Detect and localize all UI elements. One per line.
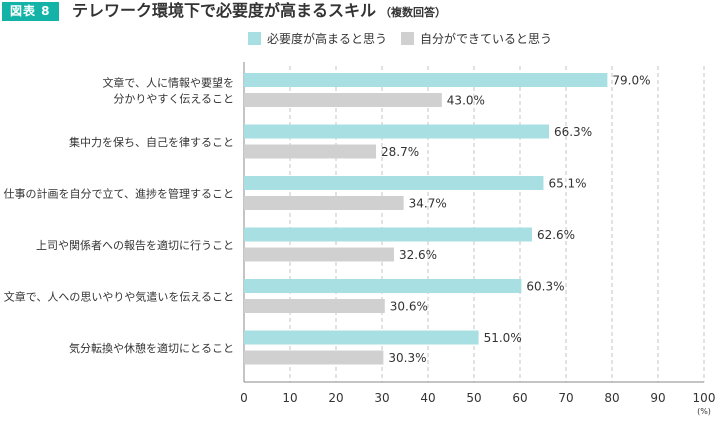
chart-subtitle: （複数回答） [380, 6, 447, 19]
data-label-capable-1: 28.7% [381, 145, 419, 159]
data-label-capable-5: 30.3% [388, 351, 426, 365]
category-label-4: 文章で、人への思いやりや気遣いを伝えること [4, 290, 234, 304]
x-tick-label-30: 30 [374, 391, 389, 405]
legend-swatch-needed [248, 32, 261, 45]
data-label-needed-5: 51.0% [484, 331, 522, 345]
legend-label-capable: 自分ができていると思う [420, 32, 553, 46]
category-label-1: 集中力を保ち、自己を律すること [69, 135, 234, 149]
category-label-0-line-0: 文章で、人に情報や要望を [102, 76, 234, 90]
bar-needed-3 [244, 227, 532, 242]
x-tick-label-80: 80 [604, 391, 619, 405]
bar-capable-4 [244, 299, 385, 313]
bar-needed-2 [244, 176, 544, 190]
data-label-needed-2: 65.1% [548, 177, 586, 191]
chart-legend: 必要度が高まると思う 自分ができていると思う [248, 30, 552, 47]
legend-item-needed: 必要度が高まると思う [248, 30, 387, 47]
legend-swatch-capable [401, 32, 415, 45]
bar-capable-2 [244, 196, 404, 210]
chart-title: テレワーク環境下で必要度が高まるスキル （複数回答） [72, 0, 446, 24]
data-label-capable-2: 34.7% [409, 197, 447, 211]
bar-capable-3 [244, 247, 394, 262]
data-label-capable-0: 43.0% [447, 94, 485, 108]
x-tick-label-0: 0 [240, 391, 248, 405]
x-tick-label-40: 40 [420, 391, 435, 405]
x-tick-label-90: 90 [650, 391, 665, 405]
x-tick-label-20: 20 [328, 391, 343, 405]
bar-capable-0 [244, 93, 442, 107]
data-label-needed-1: 66.3% [554, 125, 592, 139]
figure-badge: 図表 8 [2, 2, 59, 21]
x-axis-unit: (%) [697, 407, 711, 416]
x-tick-label-10: 10 [282, 391, 297, 405]
data-label-capable-4: 30.6% [390, 300, 428, 314]
bar-capable-1 [244, 144, 377, 159]
bar-capable-5 [244, 350, 384, 365]
x-tick-label-50: 50 [466, 391, 481, 405]
data-label-needed-3: 62.6% [537, 228, 575, 242]
category-label-3: 上司や関係者への報告を適切に行うこと [36, 238, 234, 252]
bar-needed-0 [244, 73, 608, 87]
bar-needed-4 [244, 279, 522, 293]
legend-item-capable: 自分ができていると思う [401, 30, 552, 47]
data-label-needed-4: 60.3% [526, 280, 564, 294]
legend-label-needed: 必要度が高まると思う [267, 32, 388, 46]
x-tick-label-70: 70 [558, 391, 573, 405]
category-label-2: 仕事の計画を自分で立て、進捗を管理すること [4, 187, 234, 201]
x-tick-label-60: 60 [512, 391, 527, 405]
chart-title-text: テレワーク環境下で必要度が高まるスキル [72, 1, 377, 20]
category-label-5: 気分転換や休憩を適切にとること [69, 341, 234, 355]
bar-needed-1 [244, 124, 549, 139]
data-label-capable-3: 32.6% [399, 248, 437, 262]
bar-needed-5 [244, 330, 479, 345]
category-label-0-line-1: 分かりやすく伝えること [113, 93, 234, 106]
data-label-needed-0: 79.0% [612, 74, 650, 88]
x-tick-label-100: 100 [693, 391, 716, 405]
